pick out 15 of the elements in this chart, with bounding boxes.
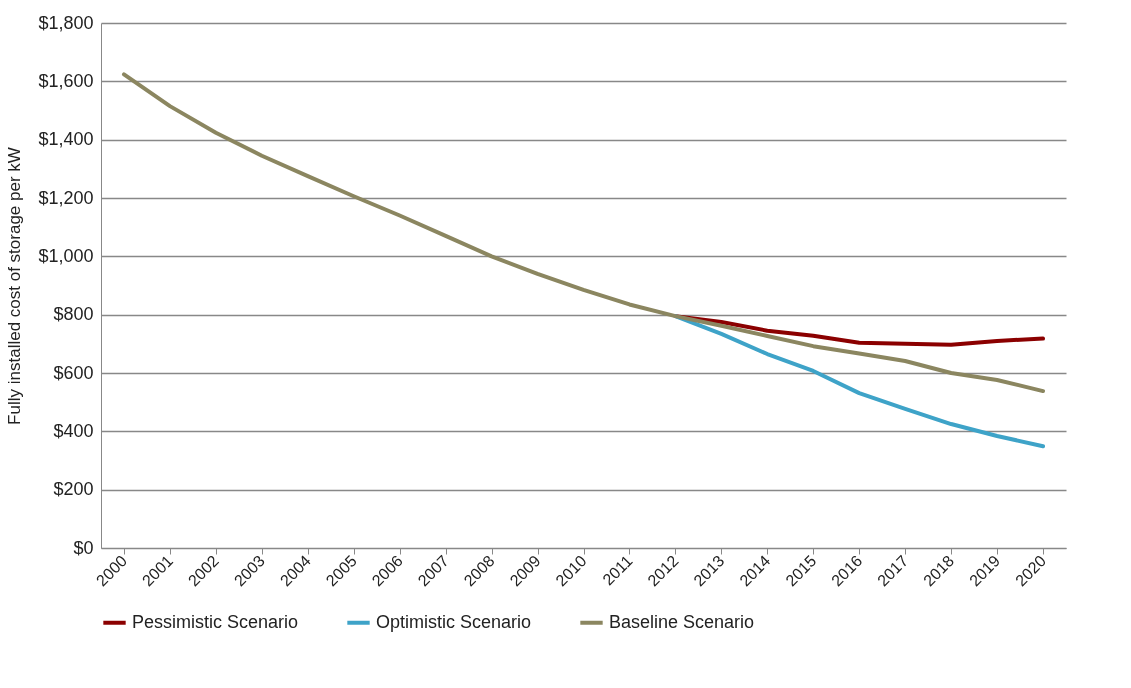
line-series [121,72,1046,394]
y-tick-label: $200 [53,479,94,500]
legend-label: Optimistic Scenario [376,611,532,632]
y-tick-label: $400 [53,420,94,441]
y-tick-label: $800 [53,304,94,325]
legend-label: Baseline Scenario [609,611,755,632]
y-tick-label: $1,000 [38,245,94,266]
y-tick-label: $1,400 [38,129,94,150]
y-tick-label: $0 [73,537,94,558]
y-tick-label: $1,200 [38,187,94,208]
y-axis-title: Fully installed cost of storage per kW [5,147,25,425]
y-tick-label: $1,800 [38,12,94,33]
legend-label: Pessimistic Scenario [132,611,299,632]
y-tick-label: $600 [53,362,94,383]
y-tick-label: $1,600 [38,70,94,91]
